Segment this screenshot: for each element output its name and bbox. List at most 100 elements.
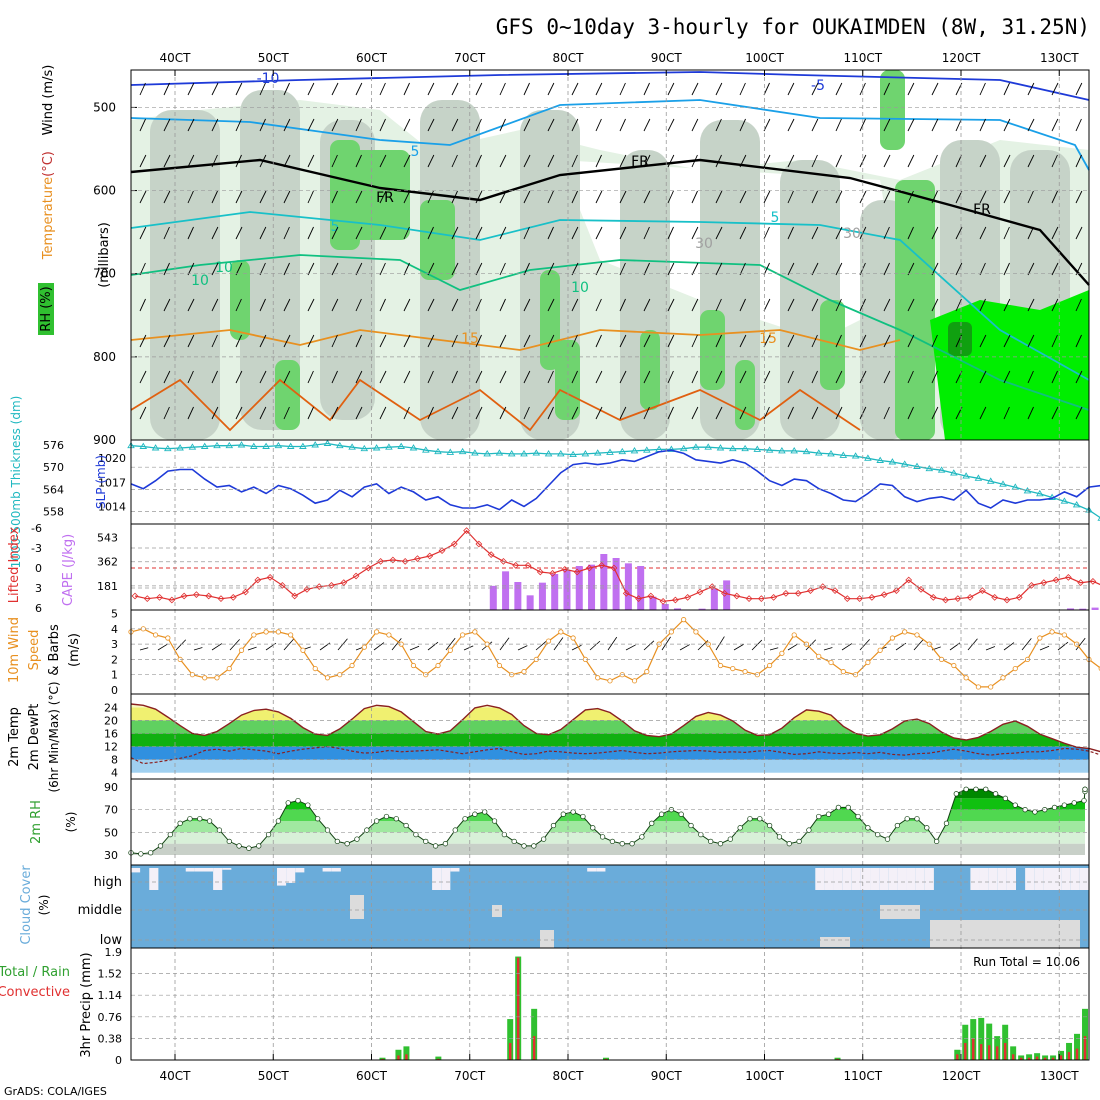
- lifted-index-marker: [610, 564, 618, 572]
- wind-speed-marker: [730, 665, 736, 672]
- cloud-high-gap: [988, 868, 998, 890]
- upper-wind-barb: [1027, 190, 1034, 204]
- bottom-tick-label: 120CT: [942, 1069, 981, 1083]
- wind-barb: [445, 637, 456, 651]
- upper-wind-barb: [379, 118, 386, 132]
- upper-wind-barb: [211, 334, 218, 348]
- upper-wind-barb: [163, 262, 170, 276]
- thickness-marker: [372, 444, 381, 451]
- lifted-index-marker: [905, 576, 913, 584]
- thickness-marker: [274, 441, 283, 449]
- rh-wet-column: [540, 270, 560, 370]
- cloud-lower-patch: [820, 937, 850, 947]
- thickness-marker: [139, 442, 148, 449]
- wind-barb: [607, 636, 618, 651]
- contour-label: 5: [771, 210, 780, 226]
- thickness-marker: [913, 462, 921, 469]
- cape-lifted-index-panel: -6 -3 0 3 6 543 362 181: [31, 522, 1100, 615]
- upper-wind-barb: [403, 190, 411, 204]
- lifted-index-marker: [438, 547, 446, 555]
- temp-band: [131, 733, 1089, 747]
- lifted-index-marker: [573, 568, 581, 576]
- cape-tick: 543: [97, 532, 118, 545]
- lifted-index-label: Lifted Index: [7, 526, 22, 603]
- upper-wind-barb: [475, 262, 483, 276]
- lifted-index-marker: [770, 593, 778, 601]
- upper-wind-barb: [187, 370, 194, 384]
- slp-line: [130, 449, 1100, 511]
- rh-marker: [835, 804, 842, 811]
- li-tick: -3: [31, 542, 42, 555]
- upper-wind-barb: [739, 334, 747, 348]
- upper-wind-barb: [643, 154, 651, 168]
- precip-conv-bar: [1059, 1055, 1063, 1060]
- wind-speed-marker: [238, 647, 245, 653]
- upper-wind-barb: [715, 406, 723, 420]
- lifted-index-marker: [782, 589, 790, 597]
- temp-line: [130, 703, 1100, 753]
- wind-barb: [661, 636, 671, 651]
- lifted-index-marker: [721, 589, 728, 597]
- upper-wind-barb: [787, 406, 794, 420]
- thickness-marker: [286, 442, 295, 449]
- upper-wind-barb: [427, 370, 434, 384]
- precip-conv-bar: [516, 957, 520, 1060]
- upper-wind-barb: [331, 406, 339, 420]
- rh-marker: [757, 816, 763, 822]
- cloud-high-gap: [851, 868, 861, 890]
- lifted-index-marker: [401, 557, 409, 565]
- upper-wind-barb: [955, 118, 962, 132]
- wind-barb: [1075, 637, 1086, 651]
- upper-wind-barb: [475, 406, 483, 420]
- lifted-index-marker: [991, 593, 999, 601]
- isotherm-line: [130, 99, 1090, 171]
- upper-wind-barb: [403, 82, 410, 96]
- upper-wind-barb: [307, 118, 315, 132]
- upper-wind-barb: [475, 190, 483, 204]
- upper-wind-barb: [787, 226, 794, 240]
- upper-wind-barb: [787, 334, 795, 348]
- lifted-index-marker: [598, 561, 606, 569]
- thickness-marker: [802, 447, 811, 455]
- upper-wind-barb: [763, 262, 770, 276]
- upper-wind-barb: [1003, 118, 1011, 132]
- upper-wind-barb: [979, 190, 987, 204]
- cloud-high-gap: [587, 868, 597, 872]
- lifted-index-marker: [500, 557, 507, 565]
- isotherm-line: [130, 71, 1090, 101]
- upper-wind-barb: [979, 370, 987, 384]
- cloud-high-gap: [1079, 868, 1089, 890]
- thickness-marker: [213, 441, 221, 449]
- precip-total-bar: [962, 1024, 969, 1060]
- upper-wind-barb: [787, 118, 795, 132]
- wind-barb: [787, 643, 799, 651]
- lifted-index-marker: [426, 552, 434, 560]
- upper-wind-barb: [1003, 262, 1010, 276]
- upper-wind-barb: [571, 298, 579, 312]
- wind-speed-marker: [693, 629, 699, 635]
- wind-barb: [427, 641, 439, 651]
- cape-bar: [723, 580, 731, 610]
- rh-marker: [531, 843, 537, 849]
- upper-wind-barb: [931, 334, 938, 348]
- precip-y-tick: 1.9: [105, 946, 123, 959]
- thickness-marker: [507, 450, 516, 457]
- precip-y-tick: 0.76: [98, 1011, 123, 1024]
- panel-labels: RH (%) Temperature(°C) Wind (m/s) (millibar…: [0, 65, 112, 1058]
- upper-wind-barb: [691, 190, 698, 204]
- thickness-marker: [925, 464, 934, 472]
- upper-wind-barb: [451, 226, 459, 240]
- rh-marker: [452, 827, 458, 833]
- upper-wind-barb: [715, 82, 723, 96]
- wind-speed-marker: [877, 647, 883, 653]
- contour-label: 10: [215, 260, 233, 276]
- upper-wind-barb: [355, 118, 362, 132]
- precip-total-bar: [1010, 1046, 1017, 1060]
- lifted-index-marker: [328, 581, 335, 589]
- precip-conv-bar: [1075, 1048, 1079, 1060]
- upper-wind-barb: [595, 298, 602, 312]
- upper-wind-barb: [283, 262, 290, 276]
- thickness-marker: [299, 442, 307, 449]
- upper-wind-barb: [163, 190, 171, 204]
- thickness-marker: [532, 449, 541, 456]
